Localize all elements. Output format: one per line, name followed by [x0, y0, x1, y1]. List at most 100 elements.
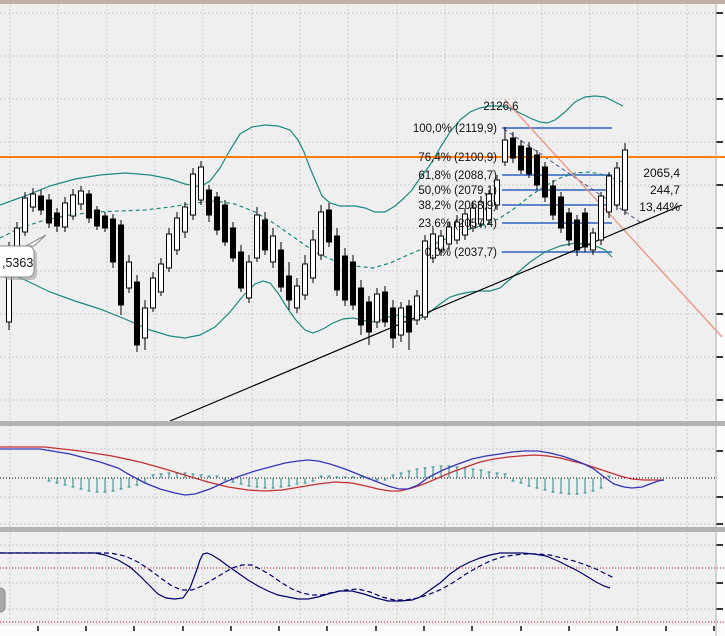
candle-body — [54, 212, 60, 227]
fib-label: 38,2% (2068,9) — [418, 200, 497, 212]
candle-body — [294, 285, 300, 309]
candle-body — [78, 190, 84, 205]
candle-body — [118, 224, 124, 306]
candle-body — [198, 166, 204, 201]
candle-body — [326, 209, 332, 243]
candle-body — [534, 154, 540, 186]
candle-body — [606, 175, 612, 213]
candle-body — [94, 209, 100, 227]
candle-body — [550, 185, 556, 216]
candle-body — [166, 233, 172, 269]
bollinger-lower-band — [0, 242, 613, 339]
candle-body — [438, 235, 444, 251]
candle-body — [150, 277, 156, 309]
stochastic-panel — [0, 552, 725, 623]
candle-body — [22, 197, 28, 233]
measure-label: 2065,4 — [643, 166, 680, 180]
candle-body — [190, 173, 196, 216]
candle-body — [518, 145, 524, 171]
fib-label: 0,0% (2037,7) — [425, 247, 497, 259]
candle-body — [158, 263, 164, 293]
candle-body — [486, 193, 492, 221]
candle-body — [246, 261, 252, 299]
candle-body — [222, 204, 228, 243]
candle-body — [350, 261, 356, 306]
candle-body — [86, 193, 92, 219]
candle-body — [142, 307, 148, 339]
fib-label: 76,4% (2100,9) — [418, 152, 497, 164]
candle-body — [302, 263, 308, 296]
main-panel — [0, 95, 725, 422]
candle-body — [174, 217, 180, 251]
candle-body — [622, 149, 628, 211]
candle-body — [566, 212, 572, 241]
candle-body — [230, 227, 236, 259]
candle-body — [430, 233, 436, 259]
candle-body — [358, 287, 364, 326]
candle-body — [558, 196, 564, 229]
candle-body — [310, 239, 316, 279]
candle-body — [398, 307, 404, 336]
candle-body — [382, 291, 388, 323]
candle-body — [334, 235, 340, 291]
candles — [6, 127, 628, 352]
candle-body — [214, 196, 220, 231]
candle-body — [102, 215, 108, 229]
candle-body — [462, 213, 468, 236]
candle-body — [406, 305, 412, 333]
candle-body — [182, 206, 188, 233]
candle-body — [126, 261, 132, 289]
time-scale-strip — [0, 626, 717, 636]
bollinger-upper-band — [0, 95, 624, 213]
candle-body — [526, 147, 532, 175]
descending-trend-line — [504, 99, 723, 338]
candle-body — [454, 221, 460, 241]
candle-body — [110, 218, 116, 263]
candle-body — [446, 226, 452, 245]
fib-label: 23,6% (2057,4) — [418, 218, 497, 230]
fib-label: 50,0% (2079,1) — [418, 185, 497, 197]
candle-body — [38, 195, 44, 211]
candle-body — [270, 235, 276, 263]
candle-body — [318, 211, 324, 256]
candle-body — [206, 189, 212, 216]
candle-body — [614, 167, 620, 206]
callout-box — [0, 245, 35, 278]
candle-body — [70, 194, 76, 217]
panel-separator — [0, 527, 725, 532]
candle-body — [542, 166, 548, 198]
bollinger-middle-band — [0, 171, 626, 269]
candle-body — [502, 139, 508, 163]
candle-body — [390, 307, 396, 339]
candle-body — [598, 195, 604, 241]
candle-body — [422, 240, 428, 318]
candle-body — [494, 179, 500, 206]
candle-body — [262, 219, 268, 251]
candle-body — [46, 199, 52, 224]
candle-body — [342, 255, 348, 301]
panel-separator — [0, 421, 725, 426]
candle-body — [470, 207, 476, 229]
candle-body — [62, 202, 68, 228]
fib-labels: 100,0% (2119,9) 76,4% (2100,9) 61,8% (2088… — [413, 101, 681, 259]
candle-body — [510, 137, 516, 159]
candle-body — [582, 212, 588, 248]
candle-body — [478, 201, 484, 225]
price-callout: ,5363 — [0, 234, 47, 280]
candle-body — [374, 293, 380, 323]
measure-label: 244,7 — [650, 183, 680, 197]
candle-body — [414, 295, 420, 321]
candle-body — [134, 281, 140, 346]
macd-panel — [0, 446, 716, 496]
fib-label: 100,0% (2119,9) — [413, 123, 497, 135]
window-top-edge — [0, 0, 725, 4]
fib-top-label: 2126,6 — [483, 101, 518, 113]
candle-body — [574, 219, 580, 251]
axis-ticks — [37, 0, 723, 636]
measure-label: 13,44% — [639, 200, 680, 214]
fib-label: 61,8% (2088,7) — [418, 170, 497, 182]
macd-main-line — [0, 448, 665, 496]
candle-body — [238, 251, 244, 289]
